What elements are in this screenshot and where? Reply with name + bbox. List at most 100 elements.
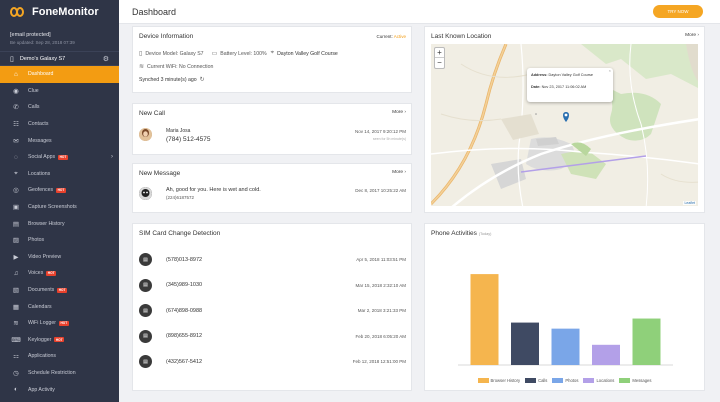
sidebar-item-label: WiFi Logger: [28, 320, 56, 327]
legend-label: Messages: [632, 377, 652, 383]
phone-icon: ▯: [10, 55, 14, 63]
sidebar-item-label: App Activity: [28, 386, 55, 393]
sidebar-item-messages[interactable]: ✉ Messages: [0, 132, 119, 149]
caller-name: Maria Josa: [166, 128, 191, 134]
more-link[interactable]: More ›: [392, 110, 406, 115]
zoom-in-button[interactable]: +: [435, 48, 444, 58]
sim-change-card: SIM Card Change Detection ▤ (578)013-8972…: [132, 223, 412, 391]
sim-change-date: Feb 20, 2018 6:05:20 AM: [355, 333, 406, 339]
dashboard-icon: ⌂: [14, 70, 18, 78]
more-link[interactable]: More ›: [685, 33, 699, 38]
sidebar-nav: ⌂ Dashboard ◉ Clue ✆ Calls ☷ Contacts ✉ Messages ◌…: [0, 66, 119, 398]
chart-bar-browser-history[interactable]: [470, 274, 499, 365]
sim-row[interactable]: ▤ (674)898-0988 Mar 2, 2018 3:21:33 PM: [139, 302, 406, 319]
phone-icon: ✆: [13, 104, 19, 112]
try-now-button[interactable]: TRY NOW: [653, 5, 703, 18]
sidebar-item-label: Social Apps: [28, 154, 56, 161]
message-phone: (224)6187572: [166, 195, 195, 200]
sim-phone-number: (898)655-8912: [166, 333, 203, 339]
sim-phone-number: (345)989-1030: [166, 282, 203, 288]
last-updated: Be updated: Sep 28, 2018 07:39: [10, 40, 75, 45]
device-selector[interactable]: ▯ Demo's Galaxy S7 ⚙: [0, 51, 119, 66]
voice-icon: ♫: [13, 269, 19, 277]
sidebar-item-locations[interactable]: ⌖ Locations: [0, 166, 119, 183]
legend-item[interactable]: Browser History: [477, 378, 520, 383]
legend-item[interactable]: Photos: [552, 378, 578, 383]
sim-card-icon: ▤: [139, 329, 152, 343]
sidebar-item-app-activity[interactable]: ◐ App Activity: [0, 381, 119, 398]
sidebar-item-video-preview[interactable]: ▶ Video Preview: [0, 249, 119, 266]
zoom-out-button[interactable]: −: [437, 58, 442, 67]
call-date: Nov 14, 2017 9:20:12 PM: [354, 129, 406, 134]
sidebar-item-schedule-restriction[interactable]: ◷ Schedule Restriction: [0, 365, 119, 382]
chart-bar-calls[interactable]: [511, 322, 539, 365]
sidebar-item-social-apps[interactable]: ◌ Social Apps HOT ›: [0, 149, 119, 166]
location-popup: × Address: Dayton Valley Golf Course Dat…: [527, 68, 613, 102]
sim-card-icon: ▤: [139, 278, 152, 292]
new-call-card: New Call More › Maria Josa (784) 512-457…: [132, 103, 412, 155]
sidebar-item-clue[interactable]: ◉ Clue: [0, 83, 119, 100]
chart-bar-photos[interactable]: [551, 328, 580, 365]
browser-icon: ▤: [12, 220, 20, 228]
card-title: Device Information: [139, 33, 194, 40]
device-location: Dayton Valley Golf Course: [277, 50, 338, 57]
call-item[interactable]: Maria Josa (784) 512-4575 Nov 14, 2017 9…: [139, 128, 406, 146]
avatar: [139, 187, 152, 200]
refresh-icon[interactable]: ↻: [199, 77, 205, 83]
sim-phone-number: (674)898-0988: [166, 307, 203, 314]
message-item[interactable]: Ah, good for you. Here is wet and cold. …: [139, 187, 406, 205]
sim-row[interactable]: ▤ (345)989-1030 Mar 15, 2018 2:32:10 AM: [139, 277, 406, 294]
location-map[interactable]: + − × Address: Dayton Valley Golf Course…: [431, 44, 698, 206]
app-logo[interactable]: FoneMonitor: [0, 0, 119, 24]
zoom-control: + −: [434, 47, 445, 69]
geofence-icon: ◎: [13, 187, 19, 195]
status-badge: Active: [393, 34, 406, 39]
sidebar-item-applications[interactable]: ⚏ Applications: [0, 348, 119, 365]
legend-item[interactable]: Messages: [619, 378, 651, 383]
hot-badge: HOT: [58, 320, 69, 326]
sidebar-item-voices[interactable]: ♫ Voices HOT: [0, 265, 119, 282]
sim-change-date: Apr 5, 2018 11:03:51 PM: [356, 257, 406, 262]
chart-bar-locations[interactable]: [592, 344, 620, 365]
sim-row[interactable]: ▤ (578)013-8972 Apr 5, 2018 11:03:51 PM: [139, 251, 406, 268]
sidebar-item-calendars[interactable]: ▦ Calendars: [0, 298, 119, 315]
sidebar-item-calls[interactable]: ✆ Calls: [0, 99, 119, 116]
more-link[interactable]: More ›: [392, 170, 406, 175]
sidebar-item-keylogger[interactable]: ⌨ Keylogger HOT: [0, 332, 119, 349]
hot-badge: HOT: [54, 337, 65, 343]
sim-card-icon: ▤: [139, 355, 152, 368]
sidebar-item-contacts[interactable]: ☷ Contacts: [0, 116, 119, 133]
sidebar-item-photos[interactable]: ▨ Photos: [0, 232, 119, 249]
sync-row: Synched 3 minute(s) ago ↻: [139, 76, 208, 84]
new-message-card: New Message More › Ah, good for you. Her…: [132, 163, 412, 213]
legend-swatch: [583, 378, 595, 383]
sidebar-item-capture-screenshots[interactable]: ▣ Capture Screenshots: [0, 199, 119, 216]
activity-icon: ◐: [14, 386, 18, 394]
legend-label: Calls: [538, 377, 548, 383]
chevron-right-icon[interactable]: ›: [111, 154, 113, 161]
sidebar-item-label: Schedule Restriction: [28, 369, 76, 376]
sidebar-item-wifi-logger[interactable]: ≋ WiFi Logger HOT: [0, 315, 119, 332]
sim-row[interactable]: ▤ (432)567-5412 Feb 12, 2018 12:51:00 PM: [139, 353, 406, 370]
map-attribution[interactable]: Leaflet: [683, 201, 696, 205]
video-icon: ▶: [13, 253, 19, 261]
legend-item[interactable]: Calls: [525, 378, 547, 383]
sidebar-item-documents[interactable]: ▧ Documents HOT: [0, 282, 119, 299]
chart-bar-messages[interactable]: [632, 318, 661, 365]
location-pin-icon: ⌖: [270, 50, 275, 56]
sidebar-item-label: Dashboard: [28, 71, 54, 78]
sidebar-item-label: Geofences: [28, 187, 54, 194]
sidebar: FoneMonitor [email protected] Be updated…: [0, 0, 119, 402]
sidebar-item-label: Video Preview: [28, 253, 62, 260]
popup-date: Nov 23, 2017 11:06:02 AM: [541, 85, 587, 89]
sidebar-item-dashboard[interactable]: ⌂ Dashboard: [0, 66, 119, 83]
sidebar-item-browser-history[interactable]: ▤ Browser History: [0, 215, 119, 232]
sidebar-item-geofences[interactable]: ◎ Geofences HOT: [0, 182, 119, 199]
legend-item[interactable]: Locations: [583, 378, 614, 383]
gear-icon[interactable]: ⚙: [102, 55, 109, 63]
device-info-card: Device Information Current: Active ▯ Dev…: [132, 26, 412, 93]
message-date: Dec 8, 2017 10:25:22 AM: [355, 188, 406, 193]
device-status: Current: Active: [376, 34, 406, 39]
close-icon[interactable]: ×: [608, 68, 611, 73]
sim-row[interactable]: ▤ (898)655-8912 Feb 20, 2018 6:05:20 AM: [139, 328, 406, 345]
